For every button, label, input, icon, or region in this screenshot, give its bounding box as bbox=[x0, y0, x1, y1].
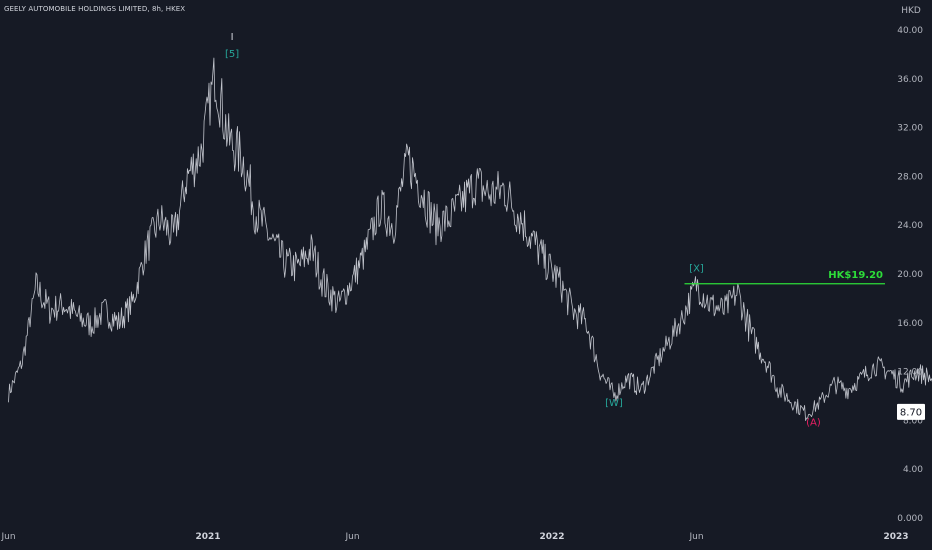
x-tick-label: 2021 bbox=[195, 532, 220, 542]
y-tick-label: 4.00 bbox=[903, 465, 923, 475]
y-tick-label: 24.00 bbox=[897, 221, 923, 231]
wave-label: (A) bbox=[806, 417, 821, 428]
price-series-layer bbox=[8, 57, 932, 421]
y-tick-label: 32.00 bbox=[897, 124, 923, 134]
x-axis[interactable]: Jun2021Jun2022Jun2023Jun2024MaySep2025Ma… bbox=[0, 532, 932, 542]
x-tick-label: Jun bbox=[688, 532, 703, 542]
x-tick-label: Jun bbox=[344, 532, 359, 542]
projection-layer: HK$19.20 bbox=[684, 270, 885, 285]
y-tick-label: 36.00 bbox=[897, 75, 923, 85]
y-tick-label: 28.00 bbox=[897, 172, 923, 182]
y-tick-label: 20.00 bbox=[897, 270, 923, 280]
wave-label: [5] bbox=[225, 49, 239, 60]
y-axis[interactable]: 0.000 4.00 8.00 12.00 16.00 20.00 24.00 28.00 32… bbox=[897, 6, 925, 524]
wave-label: [W] bbox=[605, 398, 623, 409]
last-price-badge bbox=[897, 403, 925, 420]
y-tick-label: 0.000 bbox=[897, 514, 923, 524]
x-tick-label: Jun bbox=[0, 532, 15, 542]
y-tick-label: 12.00 bbox=[897, 368, 923, 378]
currency-label: HKD bbox=[901, 6, 921, 16]
last-price-label: 8.70 bbox=[900, 407, 922, 418]
x-tick-label: 2023 bbox=[883, 532, 908, 542]
wave-label: I bbox=[231, 32, 234, 43]
y-tick-label: 8.00 bbox=[903, 416, 923, 426]
wave-labels-layer: I[5][W][X](A)(B)(C)[Y]II bbox=[225, 32, 821, 429]
x-tick-label: 2022 bbox=[539, 532, 564, 542]
target-label: HK$19.20 bbox=[828, 270, 883, 281]
price-line bbox=[8, 57, 932, 421]
chart-title: GEELY AUTOMOBILE HOLDINGS LIMITED, 8h, H… bbox=[4, 5, 186, 13]
wave-label: [X] bbox=[689, 264, 704, 275]
y-tick-label: 40.00 bbox=[897, 26, 923, 36]
y-tick-label: 16.00 bbox=[897, 319, 923, 329]
